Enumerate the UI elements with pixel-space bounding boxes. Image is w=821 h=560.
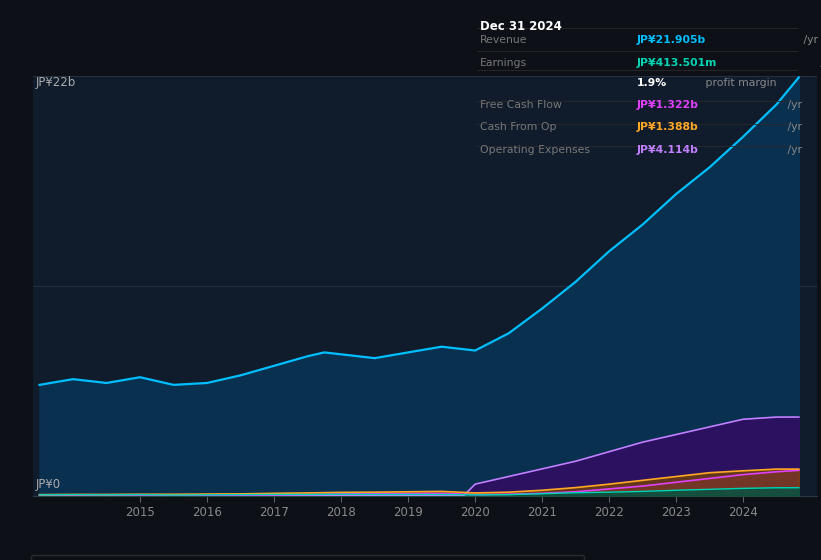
Text: Revenue: Revenue [480, 35, 527, 45]
Legend: Revenue, Earnings, Free Cash Flow, Cash From Op, Operating Expenses: Revenue, Earnings, Free Cash Flow, Cash … [30, 555, 584, 560]
Text: JP¥1.388b: JP¥1.388b [637, 122, 699, 132]
Text: /yr: /yr [784, 146, 802, 156]
Text: JP¥4.114b: JP¥4.114b [637, 146, 699, 156]
Text: /yr: /yr [817, 58, 821, 68]
Text: 1.9%: 1.9% [637, 78, 667, 88]
Text: JP¥22b: JP¥22b [35, 76, 76, 88]
Text: Cash From Op: Cash From Op [480, 122, 557, 132]
Text: Earnings: Earnings [480, 58, 527, 68]
Text: JP¥413.501m: JP¥413.501m [637, 58, 717, 68]
Text: JP¥1.322b: JP¥1.322b [637, 100, 699, 110]
Text: JP¥21.905b: JP¥21.905b [637, 35, 706, 45]
Text: /yr: /yr [800, 35, 819, 45]
Text: JP¥0: JP¥0 [35, 478, 60, 492]
Text: /yr: /yr [784, 100, 802, 110]
Text: Dec 31 2024: Dec 31 2024 [480, 20, 562, 33]
Text: /yr: /yr [784, 122, 802, 132]
Text: Free Cash Flow: Free Cash Flow [480, 100, 562, 110]
Text: profit margin: profit margin [702, 78, 777, 88]
Text: Operating Expenses: Operating Expenses [480, 146, 590, 156]
